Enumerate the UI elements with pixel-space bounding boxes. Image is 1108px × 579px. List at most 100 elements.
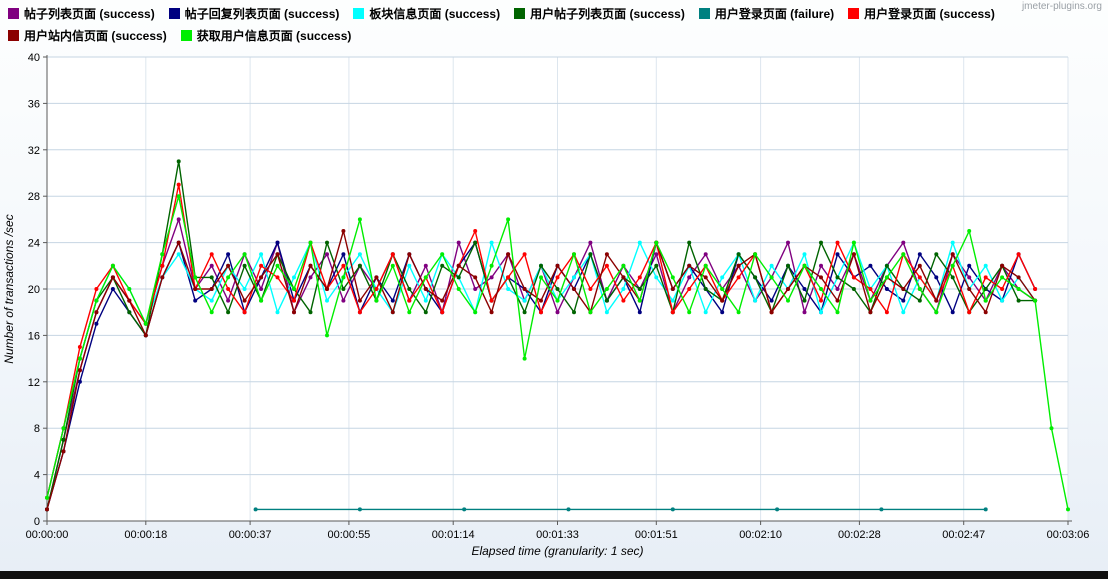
series-marker: [687, 263, 692, 268]
series-marker: [357, 507, 362, 512]
series-marker: [786, 298, 790, 303]
series-marker: [851, 240, 856, 245]
series-marker: [506, 217, 511, 222]
series-marker: [983, 287, 988, 291]
series-marker: [308, 240, 313, 245]
series-marker: [884, 263, 889, 268]
series-marker: [868, 263, 873, 268]
series-marker: [242, 310, 247, 315]
legend-swatch: [8, 7, 19, 19]
series-marker: [654, 240, 659, 245]
series-marker: [950, 252, 955, 257]
series-marker: [687, 275, 692, 280]
series-marker: [670, 287, 675, 291]
series-marker: [637, 310, 642, 315]
svg-text:8: 8: [34, 423, 40, 435]
series-marker: [736, 310, 741, 315]
series-marker: [983, 298, 988, 303]
series-marker: [967, 275, 972, 280]
series-marker: [357, 252, 362, 257]
series-marker: [851, 252, 856, 257]
series-marker: [1066, 507, 1070, 512]
svg-text:28: 28: [28, 191, 40, 203]
series-marker: [357, 263, 362, 268]
series-marker: [94, 298, 99, 303]
series-marker: [390, 298, 395, 303]
series-marker: [802, 263, 807, 268]
series-marker: [539, 263, 543, 268]
series-marker: [226, 310, 231, 315]
series-marker: [506, 252, 511, 257]
series-marker: [539, 298, 543, 303]
series-marker: [868, 310, 873, 315]
series-marker: [94, 287, 99, 291]
series-marker: [226, 298, 231, 303]
series-marker: [983, 310, 988, 315]
series-marker: [357, 310, 362, 315]
series-marker: [555, 298, 560, 303]
legend-label: 用户登录页面 (failure): [714, 6, 835, 21]
series-marker: [703, 275, 708, 280]
series-marker: [440, 310, 445, 315]
series-marker: [522, 356, 527, 361]
series-marker: [226, 252, 231, 257]
series-marker: [325, 298, 329, 303]
series-marker: [456, 263, 461, 268]
series-marker: [851, 275, 856, 280]
legend-swatch: [168, 7, 180, 19]
svg-text:12: 12: [28, 377, 40, 389]
series-marker: [341, 263, 346, 268]
svg-text:00:00:00: 00:00:00: [26, 529, 69, 541]
svg-text:36: 36: [28, 98, 40, 110]
series-marker: [753, 275, 758, 280]
series-marker: [407, 287, 412, 291]
series-marker: [670, 310, 675, 315]
series-marker: [868, 298, 873, 303]
series-marker: [967, 263, 972, 268]
series-marker: [341, 287, 346, 291]
series-marker: [720, 298, 725, 303]
series-marker: [786, 287, 790, 291]
watermark: jmeter-plugins.org: [1021, 1, 1102, 12]
series-marker: [917, 287, 922, 291]
series-marker: [572, 287, 576, 291]
series-marker: [819, 287, 823, 291]
series-marker: [292, 287, 296, 291]
legend-label: 帖子列表页面 (success): [24, 6, 155, 21]
series-marker: [769, 275, 774, 280]
series-marker: [127, 310, 132, 315]
series-marker: [292, 298, 296, 303]
svg-text:00:00:37: 00:00:37: [229, 529, 272, 541]
svg-text:00:02:10: 00:02:10: [739, 529, 782, 541]
series-marker: [209, 252, 214, 257]
series-marker: [917, 298, 922, 303]
series-marker: [209, 298, 214, 303]
series-marker: [967, 229, 972, 233]
series-marker: [736, 275, 741, 280]
series-marker: [473, 310, 478, 315]
series-marker: [176, 252, 181, 257]
series-marker: [308, 310, 313, 315]
series-marker: [802, 310, 807, 315]
series-marker: [456, 287, 461, 291]
series-marker: [473, 287, 478, 291]
svg-text:00:01:14: 00:01:14: [432, 529, 475, 541]
series-marker: [275, 252, 280, 257]
series-marker: [983, 263, 988, 268]
series-marker: [357, 217, 362, 222]
series-marker: [110, 287, 115, 291]
series-marker: [1000, 287, 1005, 291]
series-marker: [127, 287, 132, 291]
series-marker: [61, 426, 66, 431]
series-marker: [506, 275, 511, 280]
series-marker: [555, 263, 560, 268]
series-marker: [325, 333, 329, 338]
series-marker: [901, 310, 906, 315]
series-marker: [473, 240, 478, 245]
series-marker: [687, 240, 692, 245]
series-marker: [786, 240, 790, 245]
series-marker: [588, 310, 593, 315]
y-axis-ticks: 0 4 8 12 16 20 24 28 32 36 40: [28, 52, 47, 528]
series-marker: [670, 507, 675, 512]
